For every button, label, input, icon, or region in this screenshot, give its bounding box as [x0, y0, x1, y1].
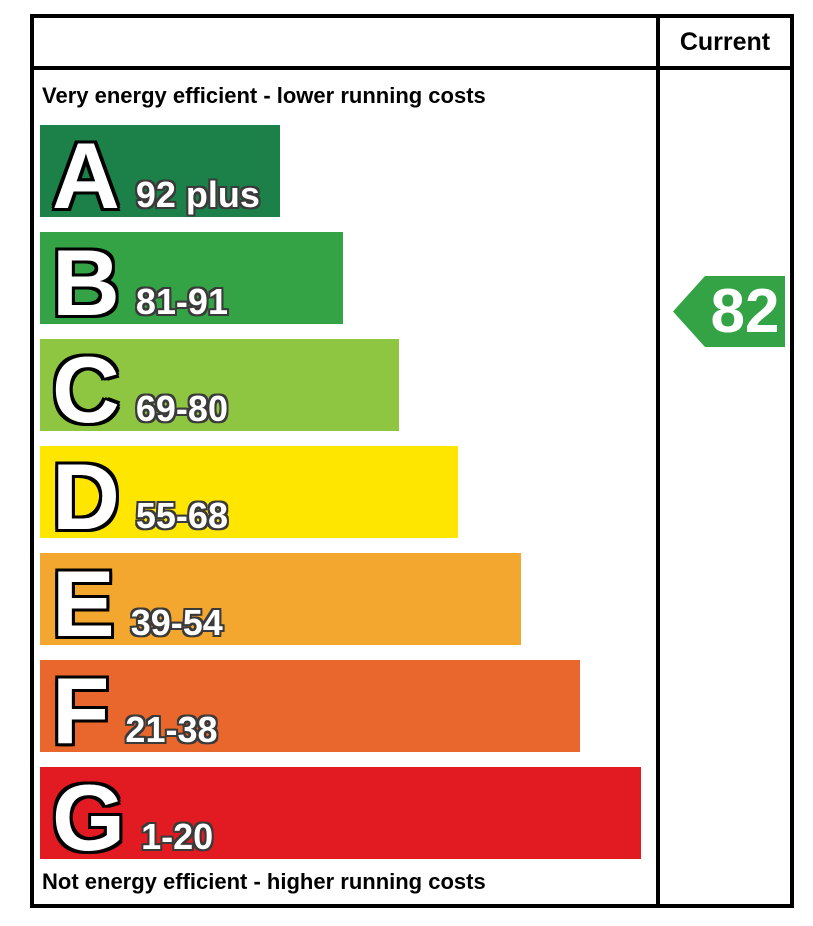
band-bar-g: G 1-20	[40, 767, 641, 859]
band-bar-e: E 39-54	[40, 553, 521, 645]
band-bar-a: A 92 plus	[40, 125, 280, 217]
top-axis-caption: Very energy efficient - lower running co…	[42, 83, 486, 108]
band-letter: G	[52, 767, 126, 860]
band-range-label: 1-20	[141, 816, 214, 857]
bands-area: Very energy efficient - lower running co…	[34, 70, 656, 904]
band-bar-f: F 21-38	[40, 660, 580, 752]
band-letter: C	[52, 339, 120, 432]
band-range-label: 81-91	[135, 281, 228, 322]
band-letter: A	[52, 125, 120, 218]
arrow-shape-icon	[673, 276, 785, 347]
band-range-label: 69-80	[135, 388, 228, 429]
chart-frame: Current Very energy efficient - lower ru…	[30, 14, 794, 908]
band-bar-d: D 55-68	[40, 446, 458, 538]
band-letter: D	[52, 446, 120, 539]
band-range-label: 39-54	[130, 602, 223, 643]
band-range-label: 55-68	[135, 495, 228, 536]
band-range-label: 92 plus	[135, 174, 260, 215]
band-bar-b: B 81-91	[40, 232, 343, 324]
current-column-header: Current	[656, 18, 790, 66]
current-rating-value: 82	[710, 277, 780, 346]
band-bar-c: C 69-80	[40, 339, 399, 431]
header-spacer-cell	[34, 18, 656, 66]
current-rating-arrow: 82	[673, 276, 785, 347]
header-row: Current	[34, 18, 790, 70]
band-letter: B	[52, 232, 120, 325]
bottom-axis-caption: Not energy efficient - higher running co…	[42, 869, 486, 894]
band-range-label: 21-38	[125, 709, 218, 750]
band-letter: E	[52, 553, 115, 646]
band-letter: F	[52, 660, 110, 753]
current-rating-cell: 82	[656, 70, 790, 904]
chart-body: Very energy efficient - lower running co…	[34, 70, 790, 904]
band-list: A 92 plus B 81-91 C 69-80 D 55-68 E 39-54 F 21-38 G 1…	[34, 125, 656, 859]
